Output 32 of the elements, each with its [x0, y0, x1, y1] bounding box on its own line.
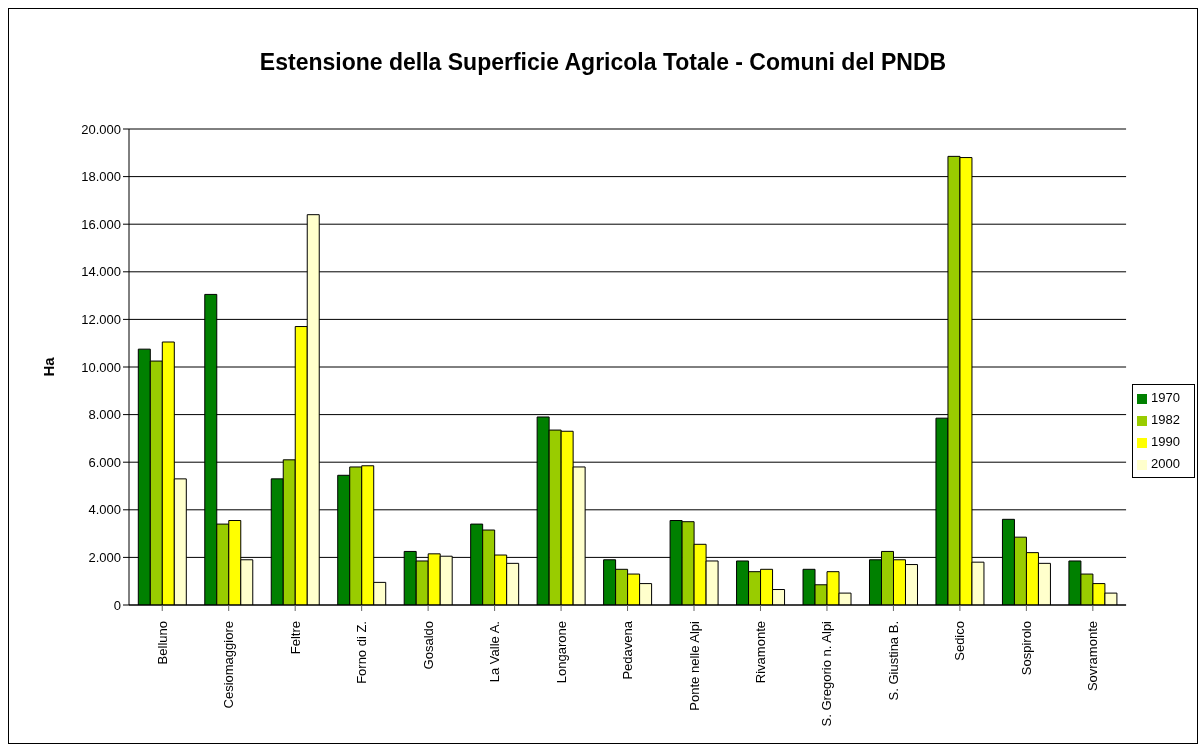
x-tick-label: Gosaldo	[420, 621, 436, 670]
y-tick-label: 20.000	[81, 121, 121, 137]
legend-label: 1982	[1151, 412, 1180, 427]
x-tick-label: S. Gregorio n. Alpi	[819, 620, 835, 727]
x-tick-label: Belluno	[154, 621, 170, 665]
chart-title: Estensione della Superficie Agricola Totale - Comuni del PNDB	[258, 49, 948, 76]
x-tick-label: Forno di Z.	[354, 621, 370, 684]
x-tick-label: Sedico	[952, 621, 968, 661]
y-tick-label: 10.000	[81, 359, 121, 375]
x-tick-label: Ponte nelle Alpi	[686, 620, 702, 711]
legend-label: 1990	[1151, 434, 1180, 449]
y-tick-label: 12.000	[81, 312, 121, 328]
x-tick-label: Rivamonte	[752, 621, 768, 684]
x-tick-label: S. Giustina B.	[885, 621, 901, 701]
y-tick-label: 14.000	[81, 264, 121, 280]
x-tick-label: Longarone	[553, 621, 569, 684]
y-axis-title: Ha	[40, 356, 58, 377]
y-tick-label: 4.000	[88, 502, 121, 518]
y-tick-label: 6.000	[88, 454, 121, 470]
x-tick-label: Pedavena	[620, 620, 636, 680]
y-tick-label: 16.000	[81, 216, 121, 232]
x-tick-label: La Valle A.	[487, 621, 503, 683]
legend-label: 2000	[1151, 456, 1180, 471]
y-tick-label: 2.000	[88, 550, 121, 566]
legend-label: 1970	[1151, 390, 1180, 405]
x-tick-label: Sospirolo	[1018, 621, 1034, 676]
x-tick-label: Sovramonte	[1085, 621, 1101, 692]
y-tick-label: 8.000	[88, 407, 121, 423]
x-tick-label: Cesiomaggiore	[221, 621, 237, 709]
x-tick-label: Feltre	[287, 621, 303, 655]
y-tick-label: 0	[113, 597, 121, 613]
y-tick-label: 18.000	[81, 169, 121, 185]
